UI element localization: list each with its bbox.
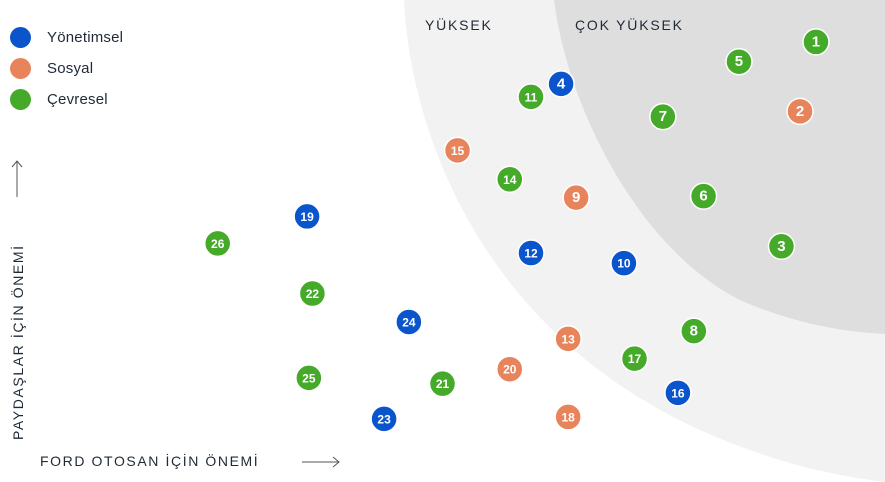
- point-label: 24: [402, 315, 416, 329]
- legend: Yönetimsel Sosyal Çevresel: [10, 22, 123, 115]
- point-marker: [649, 102, 677, 131]
- point-label: 20: [503, 363, 517, 377]
- legend-item-social: Sosyal: [10, 53, 123, 84]
- point-label: 16: [671, 386, 685, 400]
- point-18: 18: [554, 403, 582, 431]
- point-label: 11: [525, 90, 538, 104]
- point-marker: [370, 405, 398, 433]
- point-7: 7: [649, 102, 677, 131]
- point-17: 17: [620, 344, 649, 373]
- point-label: 22: [306, 287, 320, 301]
- point-6: 6: [689, 182, 718, 210]
- x-axis-label: FORD OTOSAN İÇİN ÖNEMİ: [40, 453, 260, 469]
- point-26: 26: [203, 229, 232, 258]
- legend-label-social: Sosyal: [47, 60, 94, 77]
- point-label: 8: [690, 323, 698, 340]
- point-marker: [295, 364, 323, 392]
- point-10: 10: [610, 249, 638, 277]
- y-axis-label: PAYDAŞLAR İÇİN ÖNEMİ: [10, 244, 26, 440]
- point-2: 2: [786, 97, 814, 126]
- legend-swatch-governance: [10, 27, 31, 48]
- point-label: 7: [659, 108, 667, 125]
- legend-swatch-social: [10, 58, 31, 79]
- point-label: 13: [561, 332, 575, 346]
- point-label: 3: [777, 238, 785, 255]
- point-14: 14: [496, 165, 524, 194]
- point-marker: [395, 308, 423, 336]
- point-marker: [664, 379, 692, 407]
- point-12: 12: [517, 239, 545, 267]
- point-marker: [786, 97, 814, 126]
- point-label: 25: [302, 371, 316, 385]
- point-8: 8: [680, 317, 708, 345]
- point-11: 11: [517, 83, 545, 111]
- point-24: 24: [395, 308, 423, 336]
- point-label: 21: [436, 377, 450, 391]
- point-marker: [725, 47, 753, 76]
- point-marker: [554, 403, 582, 431]
- point-marker: [620, 344, 649, 373]
- zone-very-high: [554, 0, 885, 334]
- point-label: 17: [628, 352, 642, 366]
- point-label: 14: [503, 173, 517, 187]
- point-15: 15: [443, 136, 472, 165]
- point-21: 21: [428, 369, 457, 398]
- point-label: 23: [377, 412, 391, 426]
- point-marker: [554, 325, 582, 353]
- point-marker: [517, 239, 545, 267]
- legend-item-governance: Yönetimsel: [10, 22, 123, 53]
- point-marker: [610, 249, 638, 277]
- point-label: 2: [796, 103, 804, 120]
- legend-label-governance: Yönetimsel: [47, 29, 124, 46]
- point-4: 4: [547, 70, 575, 98]
- point-marker: [802, 28, 830, 56]
- point-25: 25: [295, 364, 323, 392]
- point-marker: [562, 183, 590, 212]
- importance-zones: [404, 0, 885, 482]
- point-marker: [496, 165, 524, 194]
- point-13: 13: [554, 325, 582, 353]
- zone-label-high: YÜKSEK: [425, 17, 493, 33]
- point-label: 4: [557, 75, 566, 92]
- data-points: 4101216192324291315182013567811141721222…: [203, 28, 830, 433]
- point-marker: [293, 202, 321, 231]
- point-marker: [428, 369, 457, 398]
- point-label: 6: [699, 188, 707, 205]
- point-marker: [680, 317, 708, 345]
- point-marker: [203, 229, 232, 258]
- point-9: 9: [562, 183, 590, 212]
- y-axis-arrow: [11, 160, 23, 197]
- point-marker: [547, 70, 575, 98]
- point-label: 12: [524, 247, 538, 261]
- point-19: 19: [293, 202, 321, 231]
- point-label: 26: [211, 237, 225, 251]
- point-label: 19: [300, 210, 314, 224]
- point-label: 18: [561, 410, 575, 424]
- point-marker: [298, 279, 327, 308]
- point-label: 1: [812, 33, 820, 50]
- x-axis-arrow: [302, 456, 340, 468]
- point-3: 3: [767, 232, 796, 261]
- point-22: 22: [298, 279, 327, 308]
- point-marker: [443, 136, 472, 165]
- point-label: 9: [572, 189, 580, 206]
- point-23: 23: [370, 405, 398, 433]
- legend-swatch-environmental: [10, 89, 31, 110]
- point-label: 10: [617, 257, 631, 271]
- point-marker: [517, 83, 545, 111]
- point-marker: [689, 182, 718, 210]
- point-label: 15: [451, 144, 465, 158]
- point-16: 16: [664, 379, 692, 407]
- point-marker: [496, 355, 524, 383]
- point-label: 5: [735, 53, 743, 70]
- zone-label-very-high: ÇOK YÜKSEK: [575, 17, 684, 33]
- point-5: 5: [725, 47, 753, 76]
- point-1: 1: [802, 28, 830, 56]
- legend-label-environmental: Çevresel: [47, 91, 108, 108]
- legend-item-environmental: Çevresel: [10, 84, 123, 115]
- point-marker: [767, 232, 796, 261]
- point-20: 20: [496, 355, 524, 383]
